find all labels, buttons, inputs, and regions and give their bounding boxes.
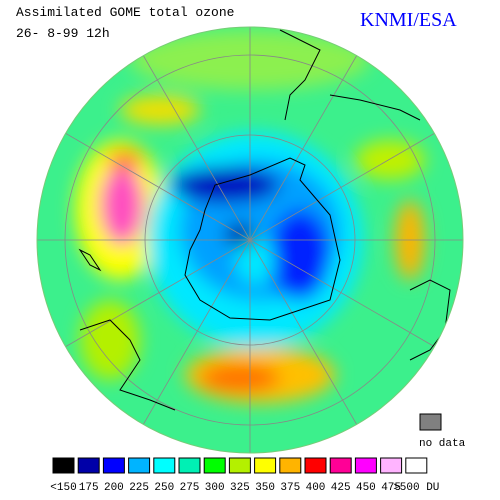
- legend-swatch: [153, 457, 176, 474]
- legend-swatch: [102, 457, 125, 474]
- legend-label: 225: [129, 482, 149, 494]
- legend-label: 175: [79, 482, 99, 494]
- legend-label: 350: [255, 482, 275, 494]
- legend-label: 375: [280, 482, 300, 494]
- graticule: [37, 27, 463, 453]
- legend-label: 425: [331, 482, 351, 494]
- legend-swatch: [228, 457, 251, 474]
- legend-swatch: [203, 457, 226, 474]
- legend-swatch: [52, 457, 75, 474]
- legend-swatch: [405, 457, 428, 474]
- legend-swatch: [128, 457, 151, 474]
- legend-swatch: [279, 457, 302, 474]
- map-border: [36, 26, 464, 454]
- coastlines: [78, 29, 451, 411]
- legend-label: 200: [104, 482, 124, 494]
- legend-swatch: [380, 457, 403, 474]
- legend-label: >500 DU: [393, 482, 439, 494]
- legend-label: 300: [205, 482, 225, 494]
- legend-swatch: [354, 457, 377, 474]
- legend-swatch: [304, 457, 327, 474]
- no-data-swatch: [419, 413, 442, 431]
- legend-label: 275: [180, 482, 200, 494]
- legend-label: 250: [154, 482, 174, 494]
- legend-swatch: [77, 457, 100, 474]
- legend-swatch: [178, 457, 201, 474]
- legend-label: <150: [50, 482, 76, 494]
- legend-label: 450: [356, 482, 376, 494]
- legend-label: 475: [381, 482, 401, 494]
- legend-label: 325: [230, 482, 250, 494]
- source: KNMI/ESA: [360, 9, 457, 31]
- legend-swatch: [329, 457, 352, 474]
- legend-label: 400: [306, 482, 326, 494]
- date: 26- 8-99 12h: [16, 26, 110, 41]
- ozone-map: [37, 27, 463, 453]
- no-data-label: no data: [419, 438, 466, 450]
- legend-swatch: [254, 457, 277, 474]
- title: Assimilated GOME total ozone: [16, 5, 234, 20]
